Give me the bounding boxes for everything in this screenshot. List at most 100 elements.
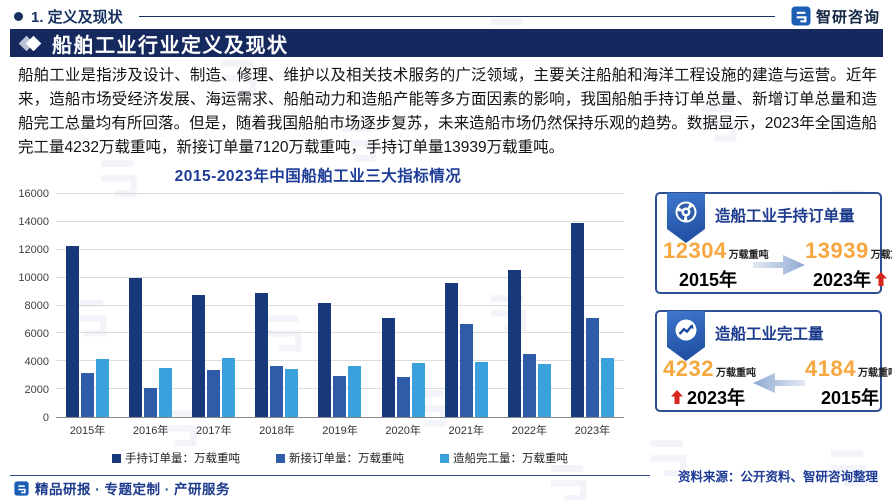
chart-bar xyxy=(474,361,488,417)
chart-bar xyxy=(459,323,473,417)
trend-badge-icon xyxy=(675,319,697,341)
chart-bar xyxy=(207,370,221,417)
stat-from: 12304 万载重吨 2015年 xyxy=(663,238,769,292)
bar-group xyxy=(372,194,435,417)
gridline xyxy=(56,276,624,278)
chart-bar xyxy=(333,376,347,417)
chart-bar xyxy=(348,365,362,417)
x-axis-labels: 2015年 2016年 2017年 2018年 2019年 2020年 2021年 2022年… xyxy=(56,422,624,438)
gridline xyxy=(56,360,624,362)
source-row: 资料来源：公开资料、智研咨询整理 xyxy=(10,466,878,485)
gridline xyxy=(56,248,624,250)
flow-arrow-right-icon xyxy=(753,252,805,278)
chart-bar xyxy=(522,353,536,417)
stat-from: 4184万载重吨 2015年 xyxy=(805,356,892,410)
stat-value: 13939 xyxy=(805,238,869,263)
diamond-icon xyxy=(18,35,44,52)
stat-to: 4232 万载重吨 2023年 xyxy=(663,356,756,410)
chart-bar xyxy=(396,376,410,417)
chart-bar xyxy=(570,222,584,417)
header-divider xyxy=(138,15,775,17)
y-tick-label: 8000 xyxy=(24,300,49,312)
y-tick-label: 10000 xyxy=(18,272,49,284)
panel-completed-volume: 造船工业完工量 4232 万载重吨 2023年 xyxy=(655,310,892,412)
stat-to: 13939万载重吨 2023年 xyxy=(805,238,892,292)
chart-bar xyxy=(411,363,425,417)
stat-year: 2023年 xyxy=(686,388,746,408)
chart-bar xyxy=(318,303,332,417)
page-header: 1. 定义及现状 智研咨询 xyxy=(14,5,880,27)
brand-logo-icon xyxy=(791,6,811,26)
legend-label: 手持订单量：万载重吨 xyxy=(125,453,240,465)
chart-bar xyxy=(222,357,236,417)
section-bullet-icon xyxy=(14,11,23,21)
flow-arrow-left-icon xyxy=(753,370,805,396)
bar-groups xyxy=(56,194,624,417)
legend-marker-icon xyxy=(276,453,285,463)
chart-bar xyxy=(255,292,269,417)
stat-year: 2015年 xyxy=(678,270,738,290)
chart-bar xyxy=(600,358,614,417)
bar-group xyxy=(561,194,624,417)
bar-group xyxy=(308,194,371,417)
x-tick-label: 2021年 xyxy=(448,425,484,437)
chart-bar xyxy=(129,278,143,417)
x-tick-label: 2019年 xyxy=(322,425,358,437)
chart-bar xyxy=(81,373,95,417)
chart-zone: 2015-2023年中国船舶工业三大指标情况 0 2000 4000 6000 8000… xyxy=(12,164,624,466)
legend-marker-icon xyxy=(112,453,121,463)
y-tick-label: 12000 xyxy=(18,244,49,256)
legend-item: 造船完工量：万载重吨 xyxy=(440,450,568,466)
gridline xyxy=(56,193,624,194)
chart-plot-row: 0 2000 4000 6000 8000 10000 12000 14000 16000 xyxy=(12,188,624,424)
footer-tagline-row: 精品研报 · 专题定制 · 产研服务 xyxy=(14,478,230,498)
legend-item: 手持订单量：万载重吨 xyxy=(112,450,240,466)
chart-bar xyxy=(96,358,110,417)
panel-title: 造船工业手持订单量 xyxy=(715,208,855,225)
bar-group xyxy=(56,194,119,417)
up-arrow-icon xyxy=(670,390,683,404)
bar-group xyxy=(498,194,561,417)
stat-unit: 万载重吨 xyxy=(715,368,756,379)
legend-label: 新接订单量：万载重吨 xyxy=(289,453,404,465)
x-tick-label: 2023年 xyxy=(574,425,611,437)
y-tick-label: 14000 xyxy=(18,216,49,228)
chart-bar xyxy=(537,364,551,417)
y-tick-label: 4000 xyxy=(24,356,49,368)
x-tick-label: 2020年 xyxy=(385,425,421,437)
footer-tagline: 精品研报 · 专题定制 · 产研服务 xyxy=(35,482,230,497)
stat-unit: 万载重吨 xyxy=(728,250,769,261)
chart-bar xyxy=(159,367,173,417)
chart-bar xyxy=(144,387,158,417)
legend-marker-icon xyxy=(440,453,449,463)
x-tick-label: 2017年 xyxy=(196,425,232,437)
x-tick-label: 2016年 xyxy=(132,425,169,437)
x-tick-label: 2022年 xyxy=(511,425,548,437)
up-arrow-icon xyxy=(875,272,888,286)
stat-value: 4184 xyxy=(805,356,856,381)
chart-bar xyxy=(444,283,458,417)
chart-bar xyxy=(192,295,206,417)
chart-bar xyxy=(585,317,599,417)
stat-value: 12304 xyxy=(663,238,727,263)
chart-title: 2015-2023年中国船舶工业三大指标情况 xyxy=(174,168,462,185)
section-banner: 船舶工业行业定义及现状 xyxy=(10,29,883,57)
y-tick-label: 16000 xyxy=(18,188,49,200)
brand-name: 智研咨询 xyxy=(815,8,880,26)
section-title: 1. 定义及现状 xyxy=(31,8,123,26)
bar-group xyxy=(435,194,498,417)
y-tick-label: 2000 xyxy=(24,384,49,396)
bar-group xyxy=(182,194,245,417)
pie-badge-icon xyxy=(675,201,697,223)
stat-unit: 万载重吨 xyxy=(857,368,892,379)
stat-year: 2015年 xyxy=(820,388,880,408)
stat-value: 4232 xyxy=(663,356,714,381)
footer-logo-icon xyxy=(14,480,29,496)
bar-group xyxy=(119,194,182,417)
chart-bar xyxy=(270,365,284,417)
legend-label: 造船完工量：万载重吨 xyxy=(453,453,568,465)
